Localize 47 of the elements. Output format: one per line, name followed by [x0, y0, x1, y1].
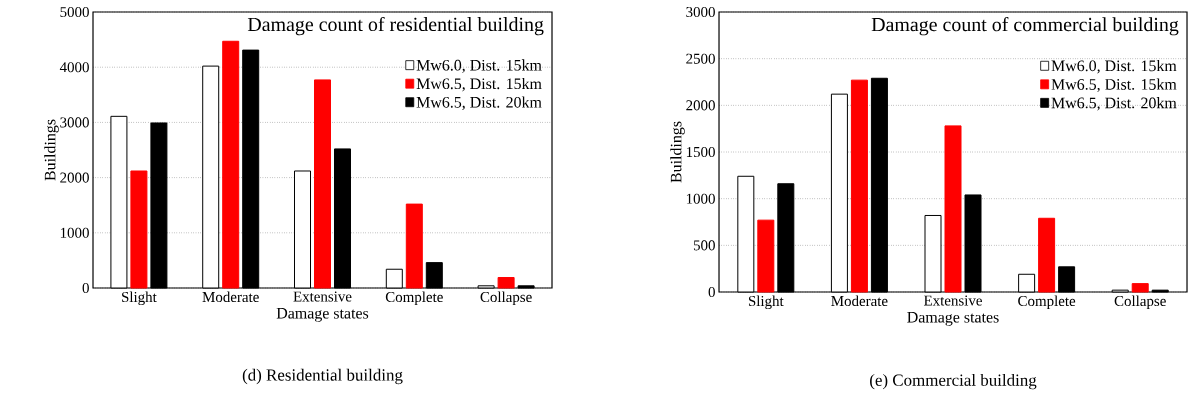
x-tick-label: Extensive — [293, 291, 352, 302]
y-tick-label: 5000 — [60, 6, 89, 18]
y-axis-title: Buildings — [44, 119, 59, 181]
bar — [405, 203, 423, 289]
bar — [1038, 217, 1056, 293]
bar — [497, 277, 515, 289]
x-tick-label: Extensive — [923, 295, 982, 306]
x-tick-label: Moderate — [202, 291, 259, 303]
bar — [944, 125, 962, 293]
y-tick-label: 3000 — [60, 117, 89, 128]
x-tick-label: Slight — [122, 291, 157, 306]
x-tick-label: Collapse — [480, 291, 532, 306]
y-tick-label: 500 — [693, 240, 715, 251]
y-tick-label: 2000 — [60, 172, 89, 183]
y-tick-label: 0 — [82, 282, 89, 294]
bar — [1131, 283, 1149, 293]
bar — [757, 219, 775, 293]
y-tick-label: 4000 — [59, 62, 89, 73]
x-axis-title: Damage states — [276, 307, 369, 322]
x-tick-label: Moderate — [831, 295, 888, 307]
y-tick-label: 1000 — [60, 227, 89, 238]
bar — [130, 170, 148, 289]
legend-label: Mw6.5, Dist. 20km — [416, 96, 542, 110]
y-tick-label: 3000 — [686, 6, 715, 18]
bar — [222, 40, 240, 289]
y-axis-title: Buildings — [670, 121, 685, 183]
chart-title: Damage count of commercial building — [871, 17, 1179, 36]
y-tick-label: 2000 — [686, 100, 715, 111]
x-tick-label: Complete — [385, 291, 443, 306]
x-axis-title: Damage states — [907, 311, 999, 326]
y-tick-label: 2500 — [686, 53, 715, 64]
legend-label: Mw6.5, Dist. 15km — [416, 77, 542, 92]
bar — [314, 79, 332, 289]
x-tick-label: Complete — [1018, 295, 1076, 310]
legend-label: Mw6.0, Dist. 15km — [1051, 60, 1177, 74]
chart-title: Damage count of residential building — [247, 16, 544, 36]
y-tick-label: 0 — [708, 286, 715, 298]
legend-label: Mw6.5, Dist. 15km — [1051, 78, 1177, 93]
x-tick-label: Slight — [748, 295, 784, 310]
y-tick-label: 1500 — [686, 146, 715, 158]
bar — [850, 79, 868, 293]
text: (d) Residential building — [242, 368, 403, 385]
legend-label: Mw6.5, Dist. 20km — [1051, 97, 1177, 111]
legend-label: Mw6.0, Dist. 15km — [416, 59, 542, 73]
y-tick-label: 1000 — [686, 193, 715, 204]
x-tick-label: Collapse — [1114, 295, 1166, 310]
text: (e) Commercial building — [870, 373, 1037, 390]
